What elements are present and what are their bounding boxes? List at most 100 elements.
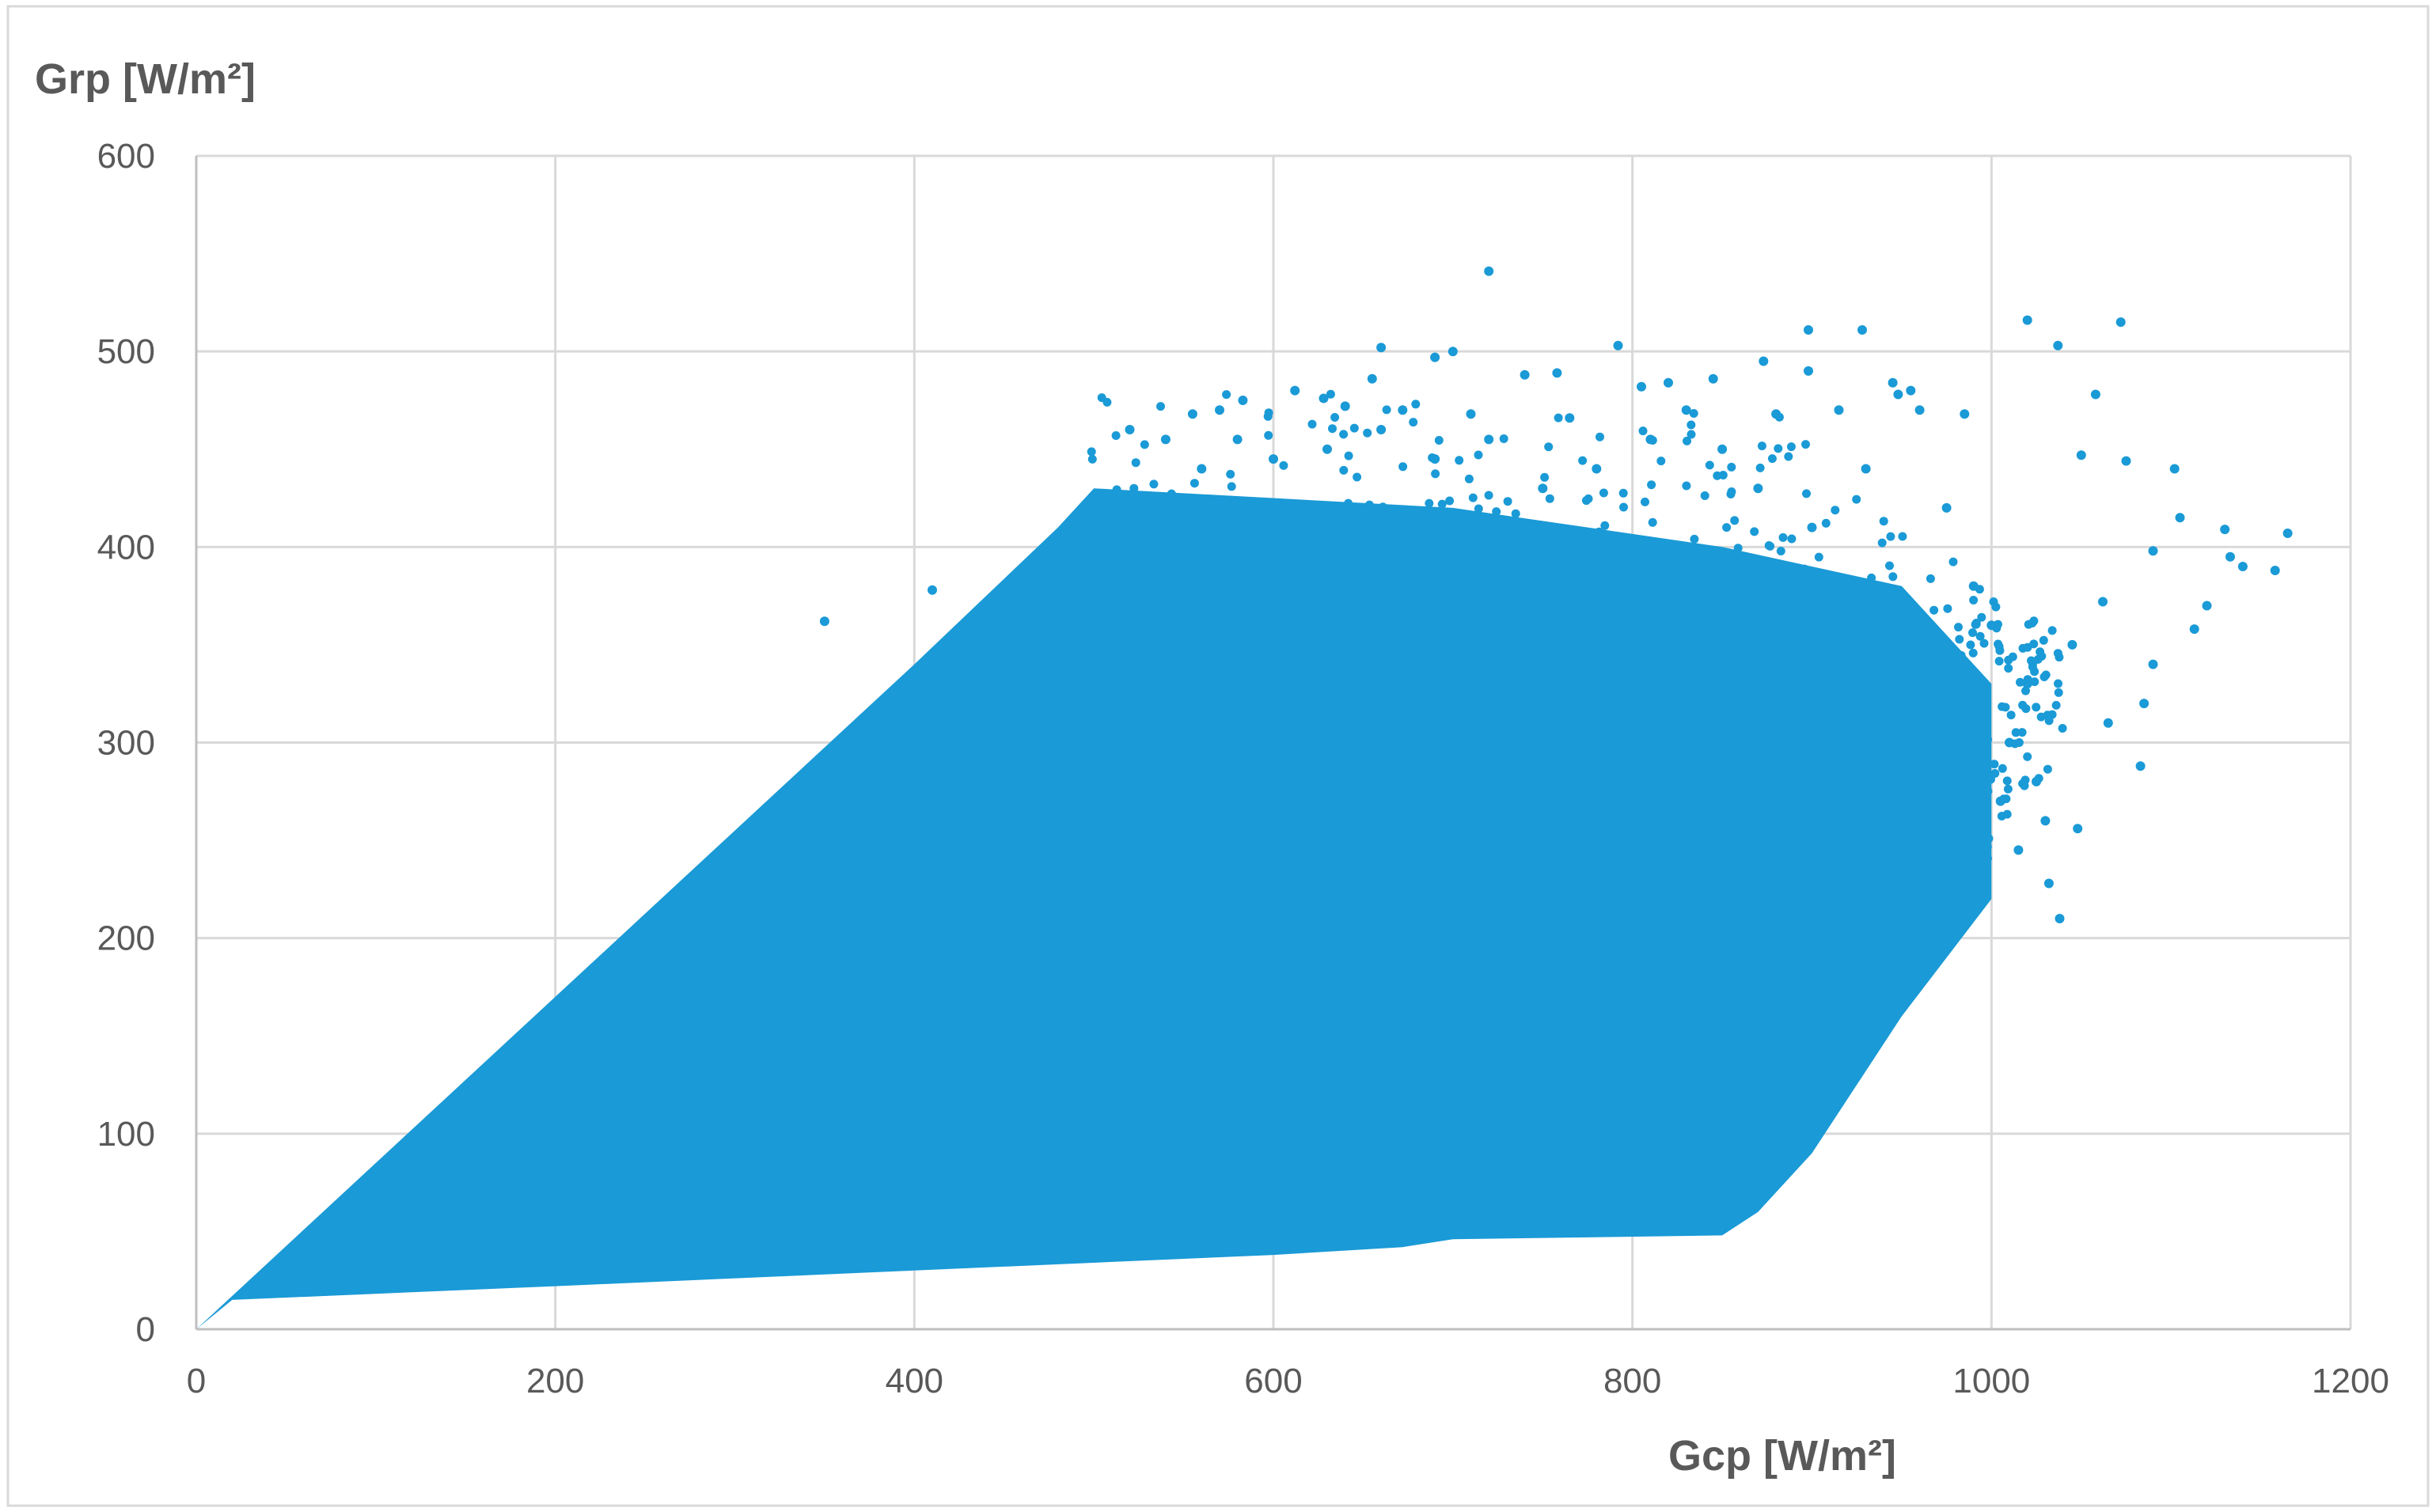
data-point	[1141, 1007, 1151, 1017]
data-point	[1130, 980, 1140, 988]
data-point	[1792, 1130, 1800, 1139]
data-point	[1592, 943, 1600, 953]
data-point	[1932, 764, 1941, 773]
data-point	[1652, 636, 1661, 646]
data-point	[1476, 1006, 1486, 1015]
data-point	[1245, 692, 1254, 701]
data-point	[1753, 483, 1763, 494]
data-point	[1340, 612, 1349, 621]
data-point	[1898, 532, 1907, 541]
data-point	[1486, 1189, 1496, 1199]
data-point	[1306, 746, 1315, 756]
data-point	[1403, 841, 1413, 851]
data-point	[1688, 812, 1698, 821]
data-point	[1870, 622, 1880, 631]
data-point	[1083, 777, 1092, 786]
data-point	[1952, 890, 1962, 900]
data-point	[1161, 681, 1171, 691]
data-point	[1767, 454, 1777, 464]
data-point	[1789, 880, 1798, 889]
data-point	[1285, 571, 1295, 581]
data-point	[1216, 1100, 1225, 1109]
data-point	[1914, 405, 1925, 415]
data-point	[1083, 797, 1093, 805]
data-point	[1435, 1026, 1444, 1036]
data-point	[1568, 637, 1577, 646]
data-point	[1240, 1117, 1250, 1127]
data-point	[1264, 430, 1273, 440]
data-point	[1525, 1170, 1535, 1180]
data-point	[1062, 750, 1072, 760]
data-point	[1849, 893, 1858, 903]
data-point	[2115, 317, 2126, 328]
data-point	[1660, 926, 1669, 935]
data-point	[1736, 877, 1745, 887]
data-point	[1332, 1105, 1341, 1115]
data-point	[1533, 657, 1542, 666]
data-point	[1655, 705, 1664, 714]
data-point	[1706, 923, 1716, 932]
data-point	[1129, 483, 1139, 493]
data-point	[1689, 409, 1698, 418]
data-point	[1647, 480, 1656, 490]
data-point	[1119, 635, 1129, 644]
data-point	[1244, 809, 1254, 819]
data-point	[1740, 597, 1750, 606]
data-point	[1616, 1139, 1626, 1148]
data-point	[1648, 517, 1657, 527]
data-point	[1479, 695, 1489, 705]
data-point	[1342, 635, 1352, 645]
data-point	[1241, 1173, 1250, 1182]
data-point	[1704, 549, 1713, 559]
data-point	[1721, 973, 1730, 983]
data-point	[1564, 532, 1573, 542]
data-point	[1303, 1159, 1313, 1169]
data-point	[1994, 642, 2004, 651]
data-point	[1800, 1119, 1809, 1128]
data-point	[1190, 1123, 1199, 1132]
data-point	[1748, 887, 1757, 896]
data-point	[1886, 532, 1895, 541]
data-point	[2054, 679, 2062, 688]
data-point	[1975, 631, 1985, 641]
data-point	[1098, 1159, 1106, 1169]
data-point	[1797, 892, 1806, 902]
data-point	[1717, 578, 1726, 587]
data-point	[1102, 1074, 1112, 1084]
data-point	[1904, 876, 1914, 885]
data-point	[1375, 506, 1385, 515]
data-point	[1722, 523, 1732, 532]
data-point	[1083, 511, 1092, 521]
data-point	[1280, 923, 1288, 931]
data-point	[1467, 855, 1477, 864]
data-point	[1620, 1093, 1630, 1102]
data-point	[1171, 771, 1180, 781]
data-point	[1229, 1107, 1239, 1116]
data-point	[1349, 613, 1358, 623]
data-point	[1512, 613, 1522, 622]
data-point	[1290, 385, 1300, 396]
data-point	[1079, 669, 1088, 677]
data-point	[1972, 742, 1982, 751]
data-point	[1411, 400, 1421, 409]
x-tick-label: 0	[187, 1362, 206, 1400]
data-point	[1339, 465, 1349, 475]
data-point	[1538, 741, 1547, 750]
data-point	[1637, 1175, 1647, 1184]
data-point	[1857, 597, 1867, 607]
data-point	[1414, 675, 1423, 684]
data-point	[1503, 497, 1512, 506]
data-point	[1847, 988, 1857, 998]
data-point	[1325, 700, 1334, 710]
data-point	[2032, 703, 2041, 712]
data-point	[1235, 741, 1245, 751]
data-point	[1929, 605, 1939, 615]
data-point	[1229, 1172, 1239, 1181]
data-point	[1764, 970, 1774, 980]
data-point	[819, 616, 829, 627]
data-point	[2023, 752, 2032, 761]
data-point	[1222, 390, 1231, 400]
data-point	[1628, 1044, 1637, 1054]
data-point	[1560, 988, 1569, 998]
